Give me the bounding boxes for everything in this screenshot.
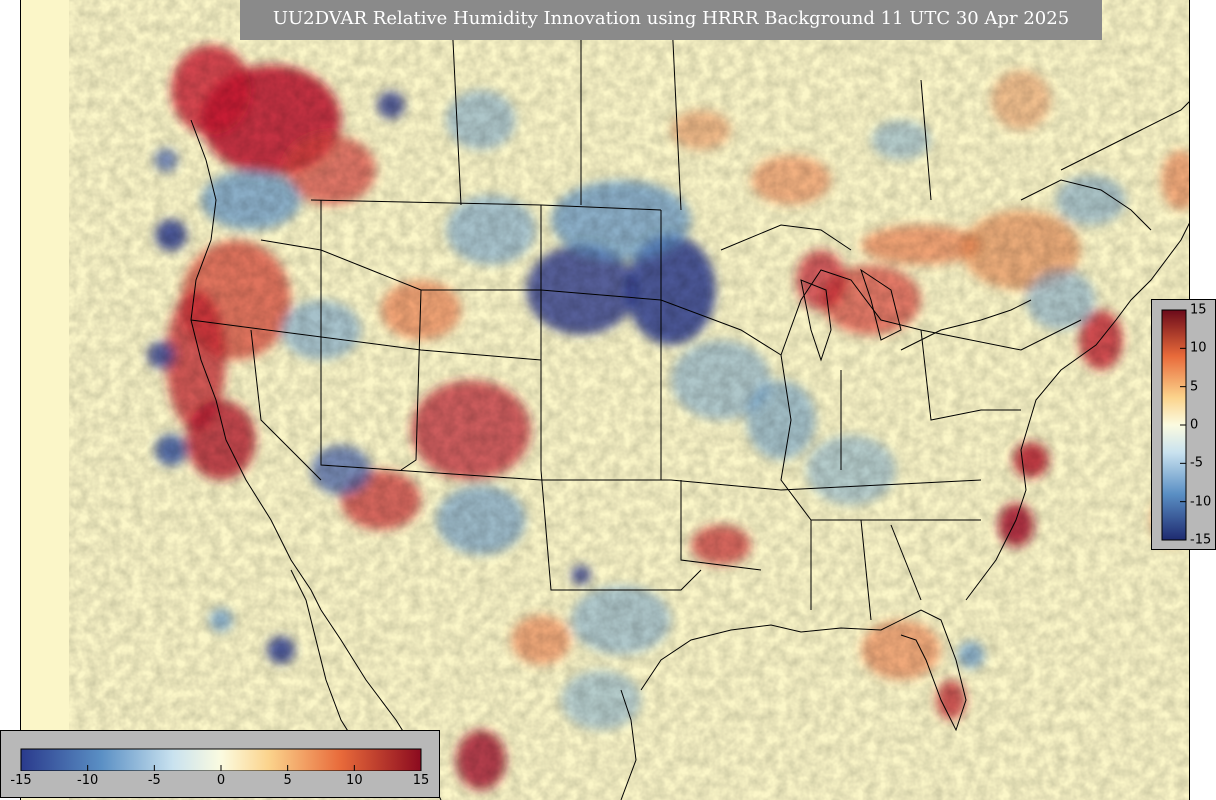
colorbar-tick-label: 15	[412, 773, 430, 788]
map-boundaries	[190, 0, 1189, 800]
lake-huron	[860, 268, 902, 341]
colorbar-tick-label: 0	[1190, 417, 1199, 433]
vertical-colorbar: 15 10 5 0 -5 -10 -15	[1151, 299, 1216, 550]
texture-overlay	[171, 40, 1189, 800]
state-line-1	[190, 319, 542, 361]
colorbar-tick-label: 10	[346, 773, 363, 788]
colorbar-tick-label: 15	[1190, 302, 1207, 318]
west-coastline	[190, 119, 322, 611]
vertical-colorbar-scale	[1161, 309, 1187, 541]
horizontal-colorbar: -15 -10 -5 0 5 10 15	[0, 730, 440, 798]
humidity-innovation-map	[21, 0, 1189, 800]
colorbar-tick-label: -15	[10, 773, 32, 788]
colorbar-tick-label: 10	[1190, 340, 1207, 356]
colorbar-tick-label: 5	[283, 773, 292, 788]
colorbar-tick-label: 5	[1190, 379, 1199, 395]
map-title: UU2DVAR Relative Humidity Innovation usi…	[240, 0, 1102, 40]
gulf-coastline	[620, 689, 637, 800]
horizontal-colorbar-scale	[20, 748, 422, 771]
east-coastline	[965, 222, 1189, 601]
lake-superior	[720, 224, 852, 251]
colorbar-tick-label: -5	[1190, 455, 1203, 471]
lake-erie	[900, 319, 982, 351]
colorbar-tick-label: -10	[1190, 494, 1212, 510]
colorbar-tick-label: -10	[77, 773, 99, 788]
lake-michigan	[800, 279, 832, 362]
colorbar-tick-label: -15	[1190, 532, 1212, 548]
map-panel	[20, 0, 1190, 800]
colorbar-tick-label: 0	[216, 773, 226, 788]
lake-ontario	[980, 299, 1032, 321]
colorbar-tick-label: -5	[147, 773, 161, 788]
